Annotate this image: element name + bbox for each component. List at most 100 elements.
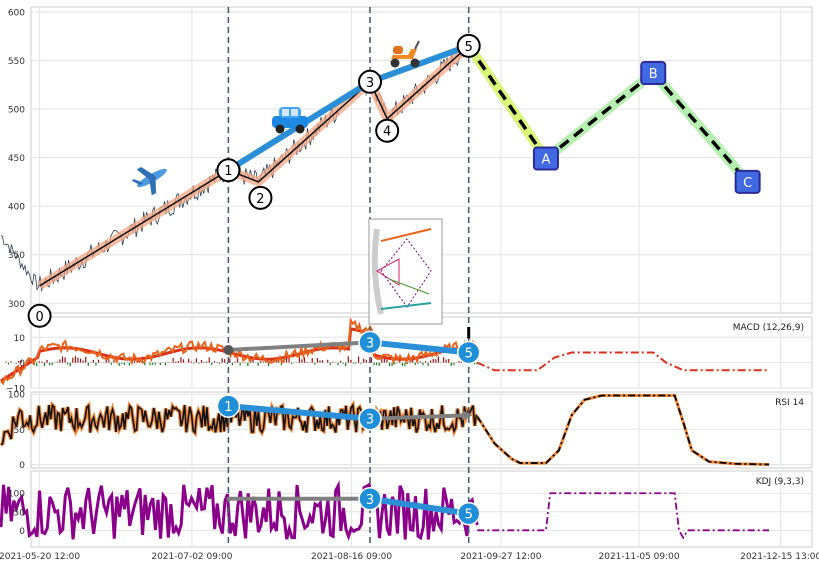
macd-histogram-bar — [18, 360, 20, 363]
macd-histogram-bar — [355, 362, 357, 364]
macd-histogram-bar — [301, 359, 303, 363]
macd-histogram-bar — [424, 361, 427, 363]
macd-histogram-bar — [414, 362, 416, 365]
macd-histogram-bar — [360, 362, 362, 364]
y-tick-label: 300 — [8, 300, 25, 310]
macd-histogram-bar — [430, 360, 432, 363]
macd-projection-line — [476, 351, 770, 372]
inset-shape — [376, 258, 400, 286]
macd-histogram-bar — [216, 361, 218, 363]
macd-histogram-bar — [41, 361, 43, 363]
macd-histogram-bar — [427, 362, 429, 366]
macd-histogram-bar — [95, 362, 97, 366]
projection-line — [651, 71, 749, 184]
macd-histogram-bar — [154, 362, 156, 365]
macd-histogram-bar — [33, 362, 35, 366]
x-tick-label: 2021-07-02 09:00 — [151, 552, 232, 562]
macd-histogram-bar — [363, 358, 365, 363]
macd-histogram-bar — [167, 362, 169, 363]
y-tick-label: 0 — [19, 527, 25, 537]
y-tick-label: −10 — [6, 385, 25, 395]
y-tick-label: 600 — [8, 8, 25, 18]
x-tick-label: 2021-11-05 09:00 — [599, 552, 680, 562]
macd-histogram-bar — [234, 361, 236, 363]
x-tick-label: 2021-08-16 09:00 — [311, 552, 392, 562]
macd-histogram-bar — [113, 359, 115, 363]
macd-histogram-bar — [97, 359, 100, 363]
inset-shape — [380, 302, 432, 310]
macd-histogram-bar — [144, 362, 146, 366]
wave-marker-label: 4 — [383, 125, 391, 140]
elliott-wave-line — [39, 45, 470, 287]
macd-histogram-bar — [136, 360, 138, 363]
macd-histogram-bar — [180, 357, 182, 363]
projection-line — [467, 44, 548, 160]
macd-histogram-bar — [72, 357, 74, 363]
y-tick-label: 500 — [8, 106, 25, 116]
macd-histogram-bar — [10, 361, 12, 363]
macd-histogram-bar — [432, 359, 434, 363]
macd-histogram-bar — [139, 360, 141, 363]
macd-histogram-bar — [20, 360, 22, 363]
x-tick-label: 2021-12-15 13:00 — [740, 552, 819, 562]
macd-histogram-bar — [342, 362, 344, 364]
macd-histogram-bar — [49, 362, 51, 366]
macd-histogram-bar — [435, 359, 437, 363]
macd-histogram-bar — [388, 362, 391, 367]
macd-histogram-bar — [198, 362, 200, 364]
y-tick-label: 0 — [19, 359, 25, 369]
divergence-line — [226, 340, 373, 352]
macd-histogram-bar — [121, 362, 123, 364]
macd-histogram-bar — [280, 362, 282, 366]
macd-histogram-bar — [298, 357, 300, 363]
projection-marker — [532, 146, 559, 171]
macd-histogram-bar — [133, 361, 136, 363]
macd-histogram-bar — [442, 357, 445, 363]
divergence-dot — [223, 344, 234, 355]
macd-histogram-bar — [82, 360, 84, 363]
divergence-marker — [358, 406, 382, 431]
scooter-icon — [390, 40, 420, 68]
macd-histogram-bar — [224, 359, 226, 363]
panel-frame-rsi — [30, 391, 813, 469]
macd-histogram-bar — [208, 357, 210, 363]
macd-histogram-bar — [200, 359, 203, 363]
divergence-marker — [456, 501, 481, 526]
wave-marker — [216, 158, 241, 183]
divergence-marker — [216, 394, 241, 418]
macd-histogram-bar — [419, 361, 421, 363]
macd-histogram-bar — [177, 360, 179, 363]
macd-histogram-bar — [211, 362, 213, 366]
wave-marker — [358, 69, 383, 94]
macd-histogram-bar — [386, 359, 388, 363]
macd-histogram-bar — [79, 358, 82, 363]
macd-histogram-bar — [345, 362, 347, 367]
macd-histogram-bar — [337, 362, 339, 366]
macd-histogram-bar — [252, 358, 254, 363]
macd-histogram-bar — [172, 357, 174, 363]
macd-histogram-bar — [206, 361, 208, 363]
macd-histogram-bar — [118, 362, 120, 367]
macd-histogram-bar — [56, 361, 58, 363]
macd-histogram-bar — [327, 359, 329, 363]
macd-histogram-bar — [257, 362, 259, 366]
macd-histogram-bar — [188, 358, 190, 363]
macd-histogram-bar — [339, 360, 342, 363]
macd-histogram-bar — [123, 362, 125, 365]
y-tick-label: 100 — [8, 391, 25, 401]
y-tick-label: 400 — [8, 203, 25, 213]
projection-line — [544, 71, 655, 160]
macd-histogram-bar — [236, 358, 239, 363]
macd-histogram-bar — [5, 361, 7, 363]
divergence-marker-label: 3 — [366, 493, 374, 508]
macd-histogram-bar — [64, 357, 66, 363]
airplane-wing — [136, 167, 156, 180]
y-tick-label: 550 — [8, 57, 25, 67]
macd-histogram-bar — [417, 362, 419, 364]
macd-histogram-bar — [332, 361, 334, 363]
macd-histogram-bar — [316, 358, 318, 363]
macd-histogram-bar — [412, 359, 414, 363]
macd-histogram-bar — [110, 362, 113, 365]
inset-thumbnail — [368, 218, 443, 325]
